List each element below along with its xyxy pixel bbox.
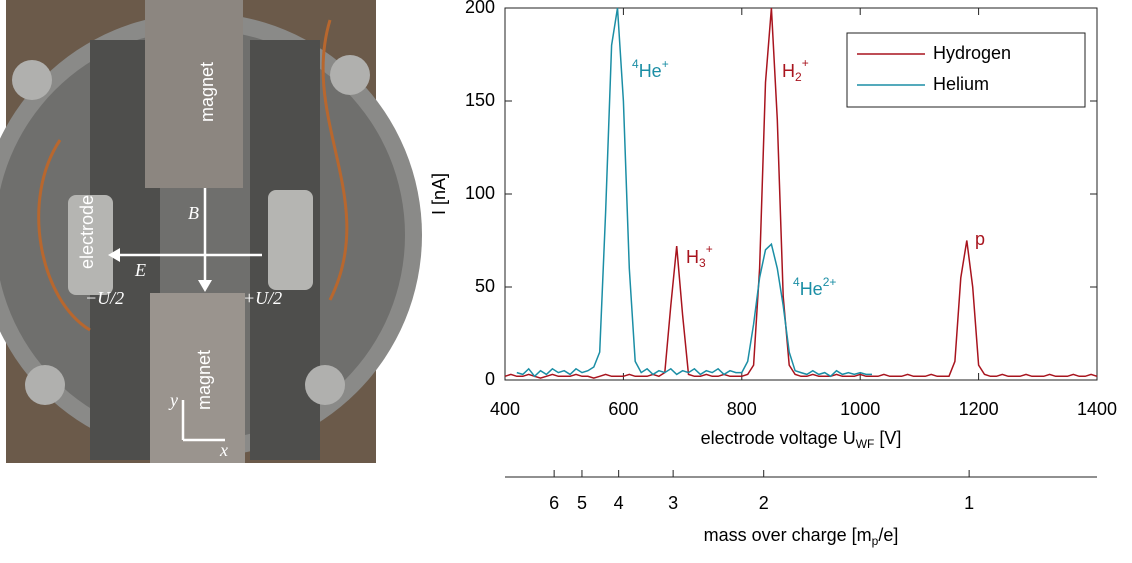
x2-tick-label: 1 [964,493,974,513]
peak-label-part: 4 [793,275,800,289]
x2-tick-label: 3 [668,493,678,513]
x-tick-label: 1400 [1077,399,1117,419]
photo-label: x [219,440,228,460]
series-line [516,7,872,378]
photo-bolt [25,365,65,405]
peak-label-part: + [802,56,809,70]
photo-label: B [188,203,199,223]
peak-label: p [975,229,985,249]
y-tick-label: 100 [465,183,495,203]
x2-axis-label: mass over charge [mp/e] [704,525,899,548]
photo-electrode [68,195,113,295]
x-tick-label: 800 [727,399,757,419]
photo-arrowhead [108,248,120,262]
x-tick-label: 400 [490,399,520,419]
peak-label-part: + [706,242,713,256]
photo-label: E [134,260,146,280]
photo-magnet [150,293,245,463]
x-tick-label: 1200 [959,399,999,419]
photo-bolt [330,55,370,95]
peak-label-part: 3 [699,256,706,270]
peak-label: H3+ [686,242,713,270]
x2-axis-label-part: p [872,534,879,548]
x2-tick-label: 2 [759,493,769,513]
legend-label: Hydrogen [933,43,1011,63]
peak-label: 4He2+ [793,275,836,299]
peak-label-part: 2 [795,70,802,84]
series-line [504,7,1098,379]
y-axis-label: I [nA] [429,173,449,215]
photo-electrode [268,190,313,290]
photo-bolt [12,60,52,100]
x-axis-label-part: WF [856,437,875,451]
peak-label-part: 4 [632,57,639,71]
photo-label: +U/2 [243,288,282,308]
photo-label: magnet [194,350,214,410]
peak-label-part: + [662,57,669,71]
photo-label: y [168,390,178,410]
x2-tick-label: 4 [614,493,624,513]
peak-label-part: 2+ [823,275,837,289]
y-tick-label: 200 [465,0,495,17]
legend-box [846,32,1086,108]
peak-label-part: He [800,279,823,299]
photo-label: electrode [77,195,97,269]
photo: magnet magnet electrode B E −U/2 +U/2 y … [0,0,422,463]
y-tick-label: 150 [465,90,495,110]
x-axis-label: electrode voltage UWF [V] [701,428,902,451]
photo-bolt [305,365,345,405]
y-tick-label: 0 [485,369,495,389]
legend-label: Helium [933,74,989,94]
peak-label-part: He [639,61,662,81]
photo-label: −U/2 [85,288,124,308]
x2-axis-label-part: mass over charge [m [704,525,872,545]
x2-tick-label: 6 [549,493,559,513]
peak-label-part: p [975,229,985,249]
x-axis-label-part: [V] [874,428,901,448]
x-axis-label-part: electrode voltage U [701,428,856,448]
photo-axes [181,400,225,442]
x2-tick-label: 5 [577,493,587,513]
peak-label: 4He+ [632,57,669,81]
photo-arrowhead [198,280,212,292]
peak-label-part: H [686,247,699,267]
photo-wire [37,19,349,332]
photo-magnet [145,0,243,188]
peak-label-part: H [782,61,795,81]
y-tick-label: 50 [475,276,495,296]
x-tick-label: 600 [608,399,638,419]
x2-axis-label-part: /e] [878,525,898,545]
photo-label: magnet [197,62,217,122]
peak-label: H2+ [782,56,809,84]
x-tick-label: 1000 [840,399,880,419]
